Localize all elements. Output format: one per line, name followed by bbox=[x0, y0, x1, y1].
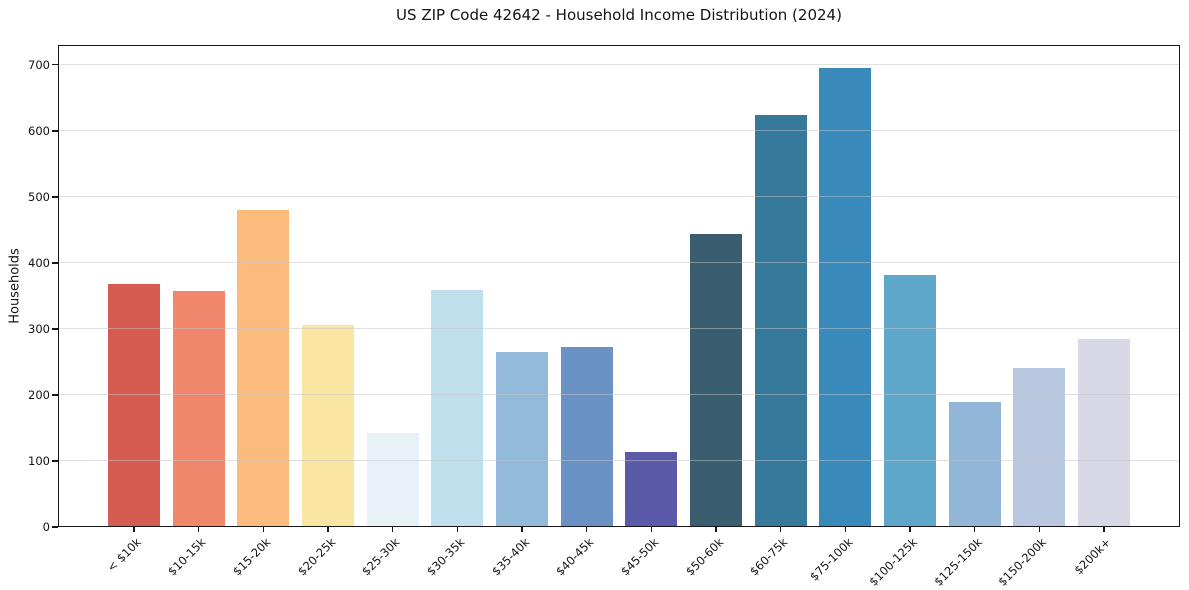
bar-slot: < $10k bbox=[104, 45, 160, 575]
x-tick-label: $10-15k bbox=[165, 535, 209, 579]
x-tick-label: $35-40k bbox=[488, 535, 532, 579]
x-tick-mark bbox=[1103, 527, 1105, 532]
bar-slot: $15-20k bbox=[230, 45, 290, 578]
y-tick-label: 600 bbox=[28, 123, 50, 138]
bars-container: < $10k $10-15k $15-20k $20-25k $25-30k $30-35… bbox=[58, 45, 1180, 589]
chart-title: US ZIP Code 42642 - Household Income Dis… bbox=[396, 6, 842, 24]
bar-slot: $40-45k bbox=[553, 45, 613, 578]
y-tick-mark bbox=[52, 526, 58, 528]
bar bbox=[495, 352, 548, 527]
bar bbox=[754, 115, 807, 527]
y-tick-mark bbox=[52, 130, 58, 132]
x-tick-mark bbox=[327, 527, 329, 532]
y-tick-label: 500 bbox=[28, 189, 50, 204]
y-tick-label: 400 bbox=[28, 255, 50, 270]
x-tick-label: $150-200k bbox=[995, 535, 1050, 589]
x-tick-label: $45-50k bbox=[617, 535, 662, 579]
x-tick-mark bbox=[715, 527, 717, 532]
gridline-600 bbox=[58, 130, 1180, 132]
gridline-300 bbox=[58, 328, 1180, 330]
bar-slot: $10-15k bbox=[165, 45, 225, 578]
bar bbox=[819, 68, 872, 527]
x-tick-mark bbox=[262, 527, 265, 532]
bar-slot: $100-125k bbox=[866, 45, 936, 589]
y-tick-mark bbox=[52, 394, 58, 396]
x-tick-label: < $10k bbox=[104, 535, 144, 575]
x-tick-mark bbox=[973, 527, 976, 532]
bar bbox=[172, 290, 225, 527]
y-tick-label: 300 bbox=[28, 321, 50, 336]
gridline-200 bbox=[58, 394, 1180, 396]
x-tick-label: $25-30k bbox=[359, 535, 403, 579]
x-tick-label: $20-25k bbox=[294, 535, 338, 579]
bar bbox=[366, 432, 419, 527]
gridline-100 bbox=[58, 460, 1180, 462]
plot-area: < $10k $10-15k $15-20k $20-25k $25-30k $30-35… bbox=[28, 45, 1180, 589]
x-tick-label: $30-35k bbox=[423, 535, 468, 579]
y-tick-label: 0 bbox=[42, 520, 50, 534]
gridline-700 bbox=[58, 64, 1180, 66]
y-tick-mark bbox=[52, 64, 58, 66]
bar-slot: $20-25k bbox=[294, 45, 354, 578]
bar-slot: $25-30k bbox=[359, 45, 419, 578]
x-tick-mark bbox=[650, 527, 652, 532]
x-tick-mark bbox=[197, 527, 200, 532]
x-tick-mark bbox=[1038, 527, 1040, 532]
y-tick-mark bbox=[52, 460, 58, 462]
bar bbox=[1013, 367, 1066, 527]
bar bbox=[625, 452, 678, 527]
x-tick-mark bbox=[521, 527, 523, 532]
bar bbox=[1077, 338, 1130, 527]
x-tick-label: $60-75k bbox=[747, 535, 791, 579]
bar-slot: $50-60k bbox=[682, 45, 742, 578]
gridline-500 bbox=[58, 196, 1180, 198]
bar bbox=[431, 289, 484, 527]
x-tick-label: $200k+ bbox=[1071, 535, 1114, 578]
y-tick-mark bbox=[52, 328, 58, 330]
x-tick-label: $50-60k bbox=[682, 535, 726, 579]
bar-slot: $75-100k bbox=[807, 45, 872, 584]
x-tick-mark bbox=[909, 527, 911, 532]
bar-slot: $125-150k bbox=[931, 45, 1001, 589]
x-tick-mark bbox=[456, 527, 458, 532]
y-tick-label: 200 bbox=[28, 387, 50, 402]
bar bbox=[301, 324, 354, 527]
y-tick-label: 700 bbox=[28, 57, 50, 72]
y-tick-label: 100 bbox=[28, 453, 50, 468]
x-tick-label: $125-150k bbox=[930, 535, 985, 589]
x-tick-label: $75-100k bbox=[806, 535, 856, 584]
bar-slot: $60-75k bbox=[747, 45, 807, 578]
bar-slot: $200k+ bbox=[1072, 45, 1130, 577]
y-tick-mark bbox=[52, 196, 58, 198]
x-tick-mark bbox=[585, 527, 588, 532]
bar-slot: $45-50k bbox=[618, 45, 678, 578]
bar bbox=[237, 210, 290, 527]
x-tick-label: $40-45k bbox=[553, 535, 597, 579]
bar bbox=[108, 284, 160, 527]
x-tick-label: $100-125k bbox=[866, 535, 920, 589]
bar-slot: $35-40k bbox=[488, 45, 548, 578]
x-tick-mark bbox=[133, 527, 135, 532]
x-tick-mark bbox=[844, 527, 846, 532]
bar-slot: $30-35k bbox=[424, 45, 484, 578]
y-tick-mark bbox=[52, 262, 58, 264]
x-tick-mark bbox=[779, 527, 782, 532]
gridline-400 bbox=[58, 262, 1180, 264]
bar-slot: $150-200k bbox=[995, 45, 1066, 589]
x-tick-label: $15-20k bbox=[229, 535, 274, 579]
bar bbox=[560, 346, 613, 527]
bar bbox=[883, 274, 936, 527]
bar bbox=[948, 402, 1001, 527]
bar bbox=[689, 233, 742, 527]
x-tick-mark bbox=[391, 527, 394, 532]
